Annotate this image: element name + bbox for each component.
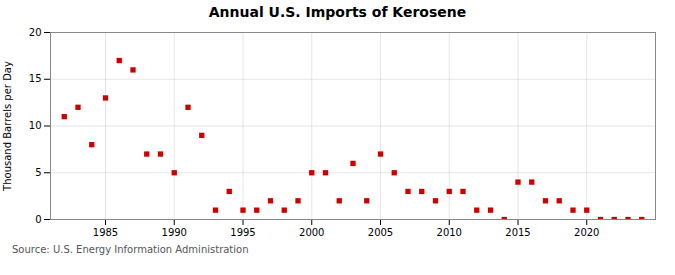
svg-text:2010: 2010 <box>437 227 462 238</box>
svg-text:1990: 1990 <box>162 227 187 238</box>
svg-text:0: 0 <box>35 214 41 225</box>
svg-text:2005: 2005 <box>368 227 393 238</box>
html-text:Annual U.S. Imports of Kerosen: Annual U.S. Imports of Kerosene <box>208 4 467 20</box>
svg-text:20: 20 <box>29 27 42 38</box>
svg-text:10: 10 <box>29 120 42 131</box>
html-text:Source: U.S. Energy Informatio: Source: U.S. Energy Information Administ… <box>12 244 249 255</box>
svg-text:2020: 2020 <box>574 227 599 238</box>
svg-text:5: 5 <box>35 167 41 178</box>
svg-text:15: 15 <box>29 73 42 84</box>
svg-text:1995: 1995 <box>230 227 255 238</box>
svg-text:1985: 1985 <box>93 227 118 238</box>
svg-text:2000: 2000 <box>299 227 324 238</box>
svg-text:2015: 2015 <box>505 227 530 238</box>
svg-text:Thousand Barrels per Day: Thousand Barrels per Day <box>2 61 13 192</box>
